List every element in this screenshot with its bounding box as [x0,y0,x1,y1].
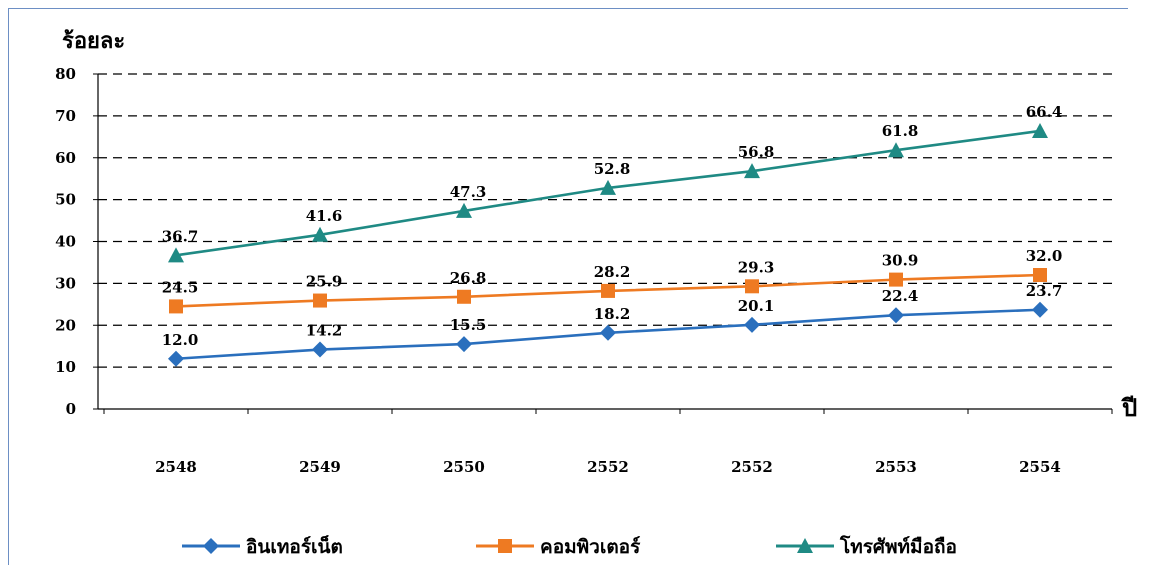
data-label: 56.8 [738,143,775,161]
data-point [888,142,904,158]
legend-label: คอมพิวเตอร์ [540,536,641,558]
x-tick-label: 2549 [299,458,341,476]
series-2 [169,268,1047,314]
data-point [168,247,184,263]
data-point [313,293,327,308]
data-point [312,226,328,242]
data-label: 36.7 [162,227,199,245]
data-point [312,341,328,358]
y-tick-label: 20 [55,316,76,334]
legend-entry-1: อินเทอร์เน็ต [182,534,343,558]
data-point [456,202,472,218]
series-group [168,122,1048,367]
data-label: 52.8 [594,160,631,178]
legend: อินเทอร์เน็ต คอมพิวเตอร์ โทรศัพท์มือถือ [182,534,957,558]
data-label: 23.7 [1026,282,1063,300]
data-point [169,299,183,314]
y-tick-label: 40 [55,233,76,251]
data-labels: 12.0 14.2 15.5 18.2 20.1 22.4 23.7 24.5 25.9 26.8… [162,103,1063,349]
data-point [744,163,760,179]
data-label: 32.0 [1026,247,1063,265]
data-label: 20.1 [738,297,775,315]
data-point [1032,122,1048,138]
y-tick-label: 0 [66,400,76,418]
legend-entry-3: โทรศัพท์มือถือ [776,535,957,558]
frame-left-border [8,8,9,565]
data-label: 22.4 [882,287,919,305]
data-point [457,289,471,304]
data-point [745,279,759,294]
data-point [889,272,903,287]
data-label: 18.2 [594,305,631,323]
y-axis-label: ร้อยละ [62,28,125,54]
data-label: 29.3 [738,258,775,276]
x-tick-label: 2552 [587,458,629,476]
frame-top-border [8,8,1128,9]
data-label: 26.8 [450,269,487,287]
grid-lines [98,73,1112,368]
y-tick-label: 10 [55,358,76,376]
x-axis-label: ปี [1121,393,1137,422]
data-label: 28.2 [594,263,631,281]
series-3 [168,122,1048,263]
legend-label: อินเทอร์เน็ต [246,534,343,558]
y-tick-label: 70 [55,107,76,125]
legend-marker [203,538,219,554]
data-label: 66.4 [1026,103,1063,121]
data-label: 47.3 [450,183,487,201]
data-label: 15.5 [450,316,487,334]
series-1 [168,301,1048,367]
y-tick-label: 60 [55,149,76,167]
x-tick-label: 2550 [443,458,485,476]
data-label: 30.9 [882,252,919,270]
legend-marker [498,539,512,553]
data-label: 61.8 [882,122,919,140]
data-label: 24.5 [162,278,199,296]
legend-marker [797,538,813,553]
x-tick-label: 2553 [875,458,917,476]
data-point [1033,268,1047,282]
data-label: 14.2 [306,322,343,340]
y-tick-label: 80 [55,65,76,83]
data-point [744,316,760,333]
legend-label: โทรศัพท์มือถือ [839,535,957,558]
x-tick-label: 2552 [731,458,773,476]
x-tick-label: 2548 [155,458,197,476]
data-point [888,307,904,324]
data-label: 25.9 [306,273,343,291]
data-label: 41.6 [306,207,343,225]
axes: 0 10 20 30 40 50 60 70 80 2548 2549 2550 2552 2552 255… [55,65,1113,476]
data-point [1032,301,1048,318]
legend-entry-2: คอมพิวเตอร์ [476,536,641,558]
data-point [601,283,615,298]
data-point [456,336,472,353]
y-tick-label: 30 [55,274,76,292]
data-point [600,324,616,341]
data-point [168,350,184,367]
y-tick-label: 50 [55,191,76,209]
data-label: 12.0 [162,331,199,349]
x-tick-label: 2554 [1019,458,1061,476]
data-point [600,179,616,195]
